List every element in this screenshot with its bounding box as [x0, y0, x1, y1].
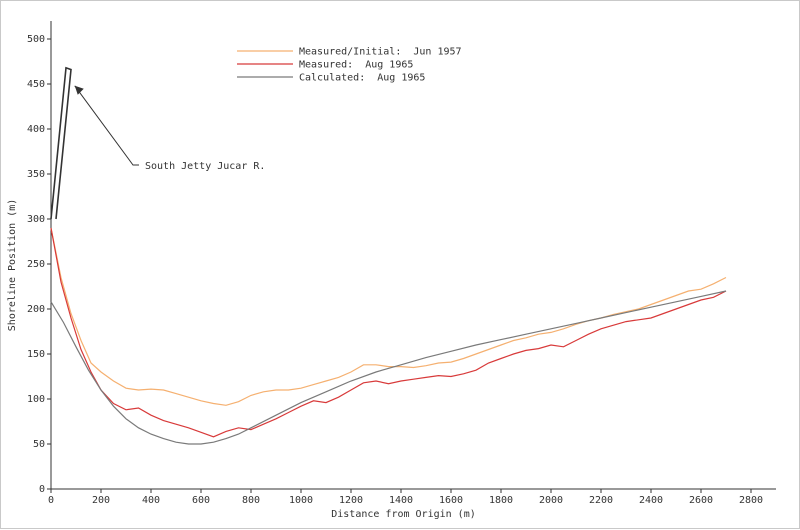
x-tick-label: 1200: [339, 495, 363, 506]
legend-label-1: Measured/Initial: Jun 1957: [299, 47, 462, 58]
y-tick-label: 500: [27, 34, 45, 45]
y-tick-label: 450: [27, 79, 45, 90]
jetty-outline: [50, 66, 72, 220]
legend-label-2: Measured: Aug 1965: [299, 60, 413, 71]
x-tick-label: 1000: [289, 495, 313, 506]
y-tick-label: 150: [27, 349, 45, 360]
x-tick-label: 400: [142, 495, 160, 506]
y-tick-label: 100: [27, 394, 45, 405]
legend: Measured/Initial: Jun 1957 Measured: Aug …: [237, 47, 462, 84]
axes: [50, 21, 776, 490]
x-tick-label: 2000: [539, 495, 563, 506]
x-axis-label: Distance from Origin (m): [331, 509, 476, 520]
annotation-label: South Jetty Jucar R.: [145, 161, 265, 172]
y-tick-label: 350: [27, 169, 45, 180]
series-layer: [50, 227, 727, 445]
x-tick-label: 600: [192, 495, 210, 506]
legend-label-3: Calculated: Aug 1965: [299, 73, 425, 84]
series-line-2: [50, 227, 727, 438]
x-tick-label: 2800: [739, 495, 763, 506]
x-tick-label: 800: [242, 495, 260, 506]
x-tick-label: 1600: [439, 495, 463, 506]
y-tick-label: 50: [33, 439, 45, 450]
x-tick-label: 0: [48, 495, 54, 506]
y-axis-label: Shoreline Position (m): [7, 199, 18, 331]
jetty-structure: [50, 66, 72, 220]
x-tick-label: 2600: [689, 495, 713, 506]
x-tick-label: 1400: [389, 495, 413, 506]
y-axis-ticks: 0 50 100 150 200 250 300 350 400 450 500: [27, 34, 51, 495]
y-tick-label: 0: [39, 484, 45, 495]
x-tick-label: 2400: [639, 495, 663, 506]
x-tick-label: 1800: [489, 495, 513, 506]
annotation-leader: [74, 85, 139, 166]
x-tick-label: 200: [92, 495, 110, 506]
annotation: South Jetty Jucar R.: [74, 85, 265, 172]
y-tick-label: 300: [27, 214, 45, 225]
y-tick-label: 400: [27, 124, 45, 135]
series-line-3: [50, 290, 727, 445]
x-tick-label: 2200: [589, 495, 613, 506]
y-tick-label: 250: [27, 259, 45, 270]
annotation-arrowhead: [74, 85, 84, 95]
series-line-1: [50, 227, 727, 406]
x-axis-ticks: 0 200 400 600 800 1000 1200 1400 1600 1800 2000 220…: [48, 489, 763, 506]
y-tick-label: 200: [27, 304, 45, 315]
